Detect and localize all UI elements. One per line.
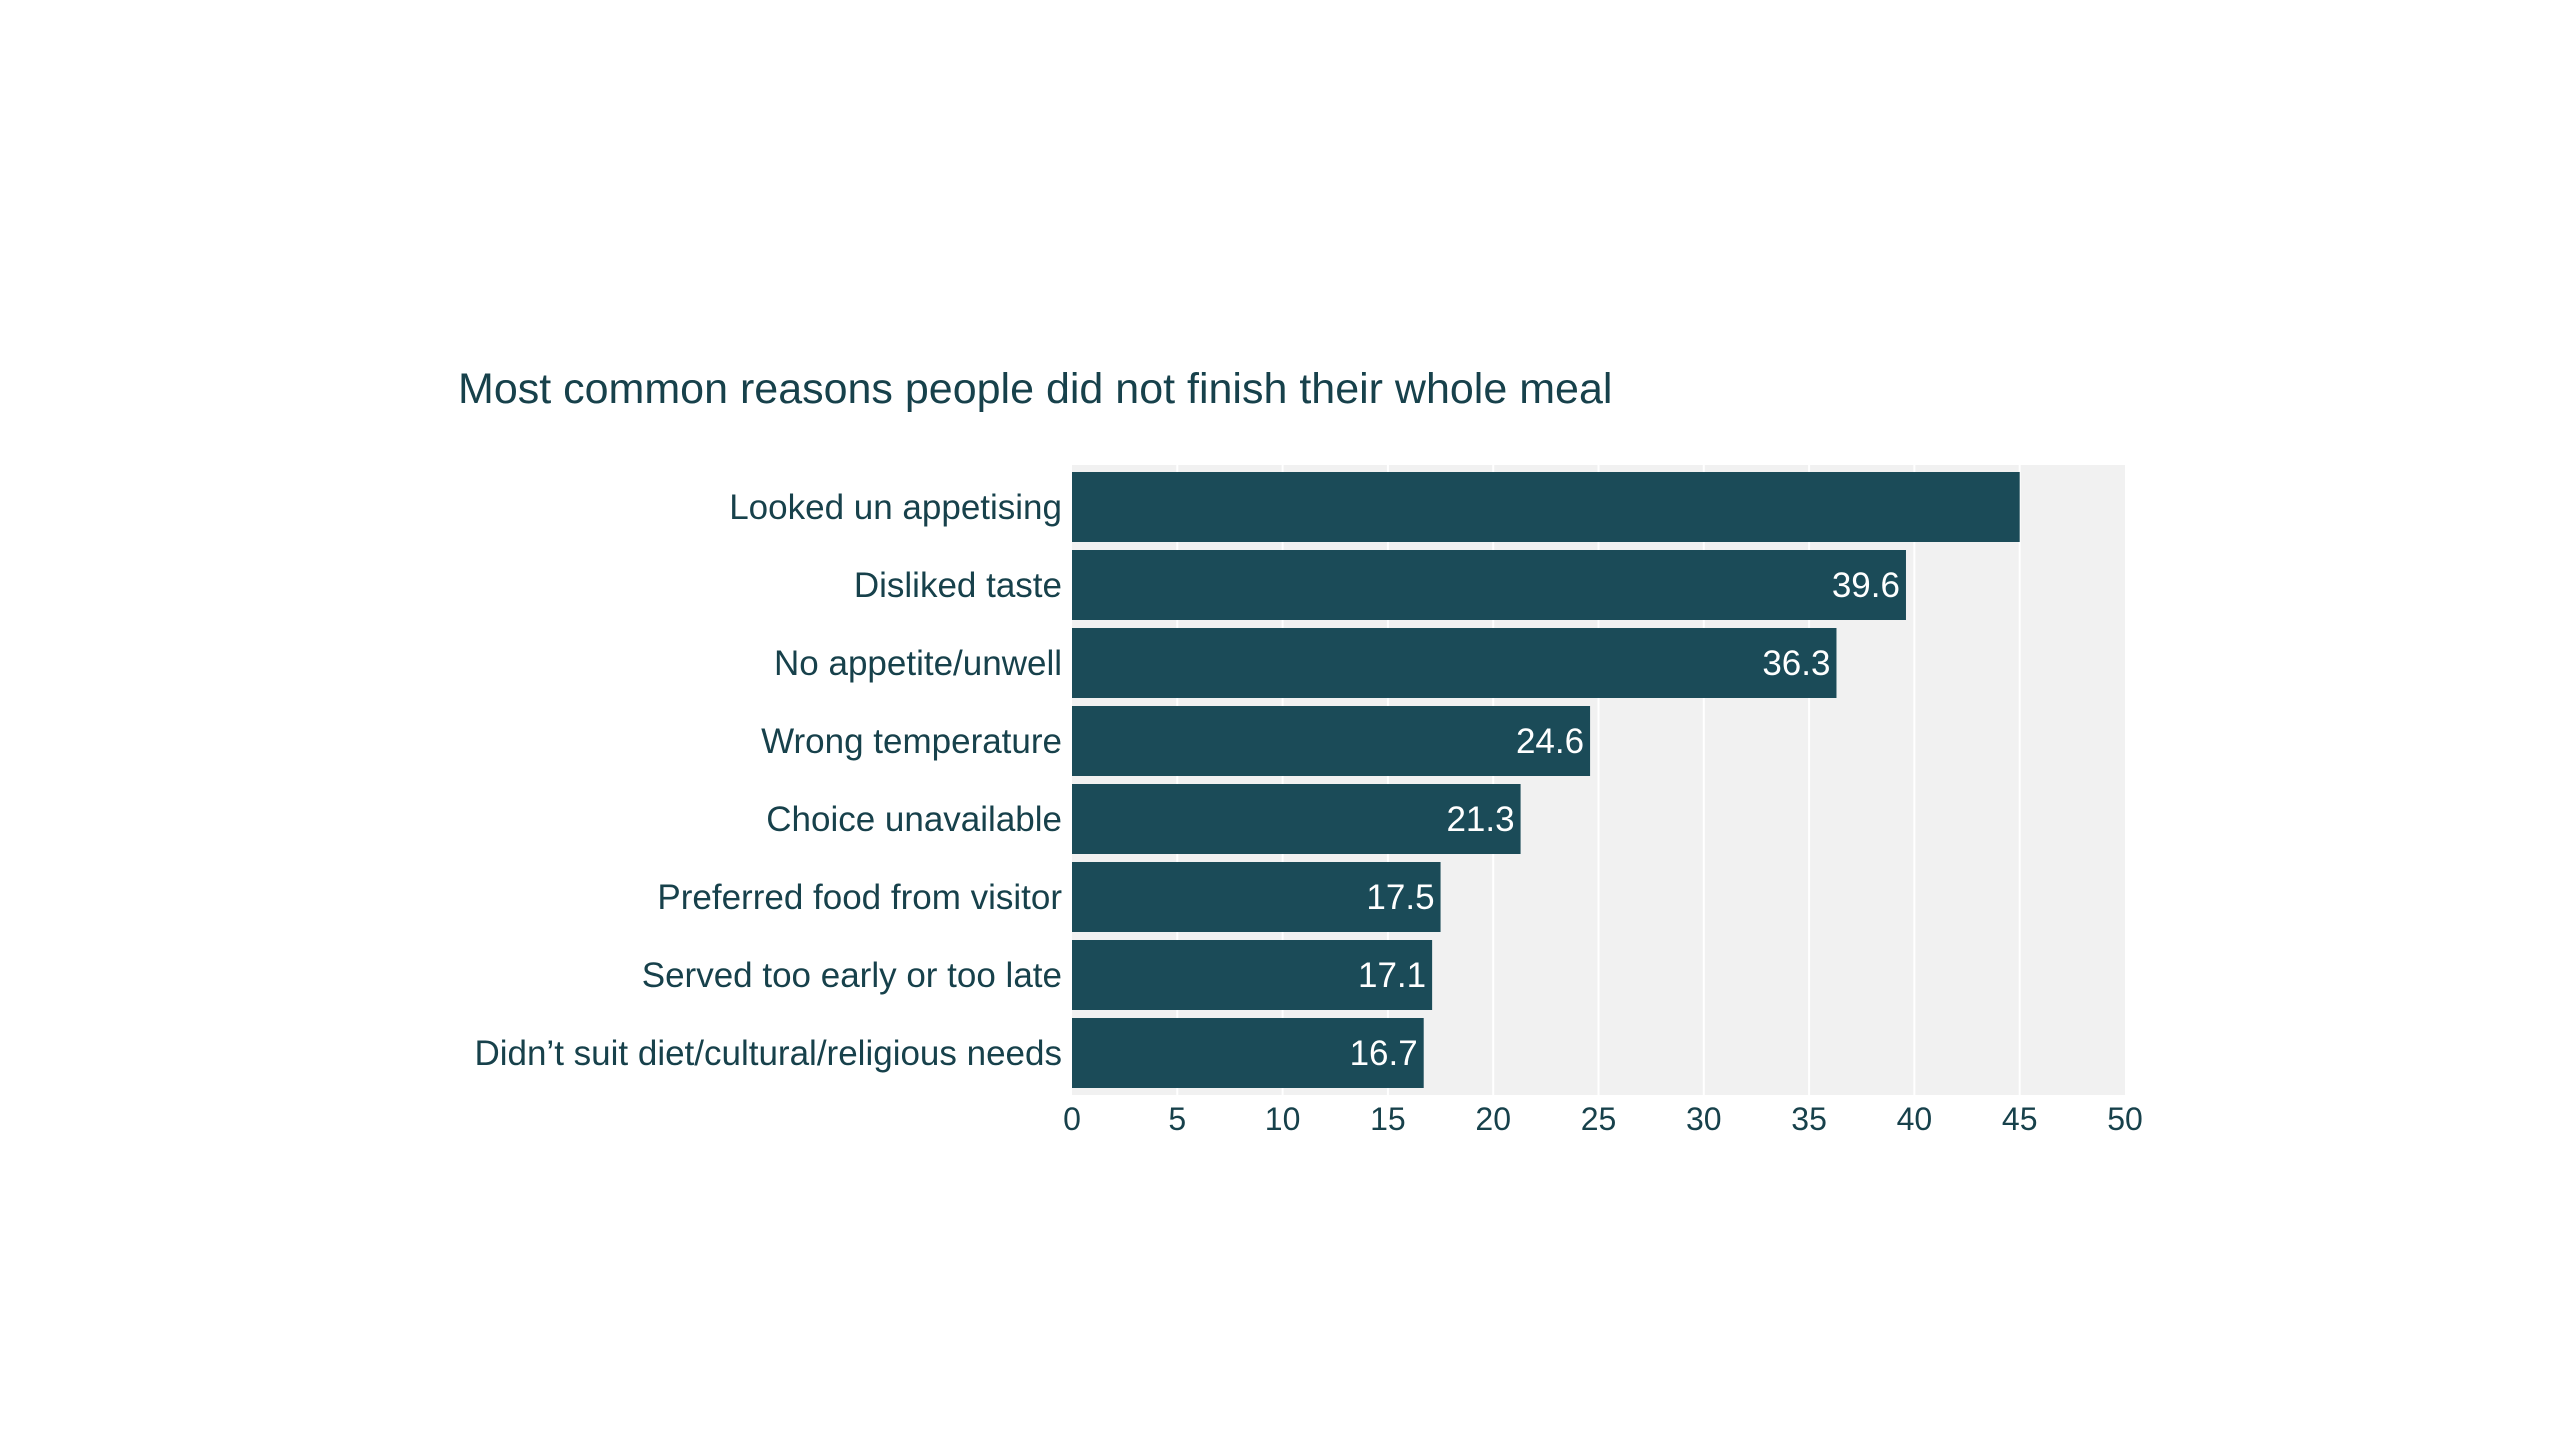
category-label: Wrong temperature bbox=[761, 722, 1062, 761]
x-tick-label: 0 bbox=[1063, 1101, 1081, 1137]
x-tick-label: 35 bbox=[1791, 1101, 1827, 1137]
category-label: Disliked taste bbox=[854, 566, 1062, 605]
bar-value-label: 21.3 bbox=[1446, 800, 1514, 839]
x-tick-label: 25 bbox=[1581, 1101, 1617, 1137]
chart-title: Most common reasons people did not finis… bbox=[458, 365, 1612, 413]
x-tick-label: 5 bbox=[1168, 1101, 1186, 1137]
category-label: Choice unavailable bbox=[766, 800, 1062, 839]
bars bbox=[1072, 472, 2020, 1088]
bar bbox=[1072, 784, 1521, 854]
x-tick-label: 40 bbox=[1897, 1101, 1933, 1137]
x-tick-label: 15 bbox=[1370, 1101, 1406, 1137]
bar-value-label: 39.6 bbox=[1832, 566, 1900, 605]
x-tick-label: 20 bbox=[1475, 1101, 1511, 1137]
bar bbox=[1072, 862, 1441, 932]
bar-value-label: 17.1 bbox=[1358, 956, 1426, 995]
category-label: Preferred food from visitor bbox=[657, 878, 1062, 917]
bar-value-label: 17.5 bbox=[1366, 878, 1434, 917]
bar bbox=[1072, 940, 1433, 1010]
x-tick-label: 10 bbox=[1265, 1101, 1301, 1137]
x-axis-ticks: 0 5 10 15 20 25 30 35 40 45 50 bbox=[1063, 1101, 2143, 1137]
bar-value-label: 36.3 bbox=[1762, 644, 1830, 683]
x-tick-label: 30 bbox=[1686, 1101, 1722, 1137]
category-label: No appetite/unwell bbox=[774, 644, 1062, 683]
category-labels: Looked un appetising Disliked taste No app… bbox=[474, 488, 1062, 1073]
x-tick-label: 45 bbox=[2002, 1101, 2038, 1137]
category-label: Didn’t suit diet/cultural/religious need… bbox=[474, 1034, 1062, 1073]
bar bbox=[1072, 472, 2020, 542]
bar bbox=[1072, 628, 1837, 698]
bar-value-label: 24.6 bbox=[1516, 722, 1584, 761]
x-tick-label: 50 bbox=[2107, 1101, 2143, 1137]
bar bbox=[1072, 1018, 1424, 1088]
value-labels: 39.636.3 24.621.3 17.5 17.1 16.7 bbox=[1350, 566, 1900, 1073]
bar-value-label: 16.7 bbox=[1350, 1034, 1418, 1073]
bar bbox=[1072, 550, 1906, 620]
bar bbox=[1072, 706, 1591, 776]
category-label: Served too early or too late bbox=[642, 956, 1062, 995]
category-label: Looked un appetising bbox=[729, 488, 1062, 527]
